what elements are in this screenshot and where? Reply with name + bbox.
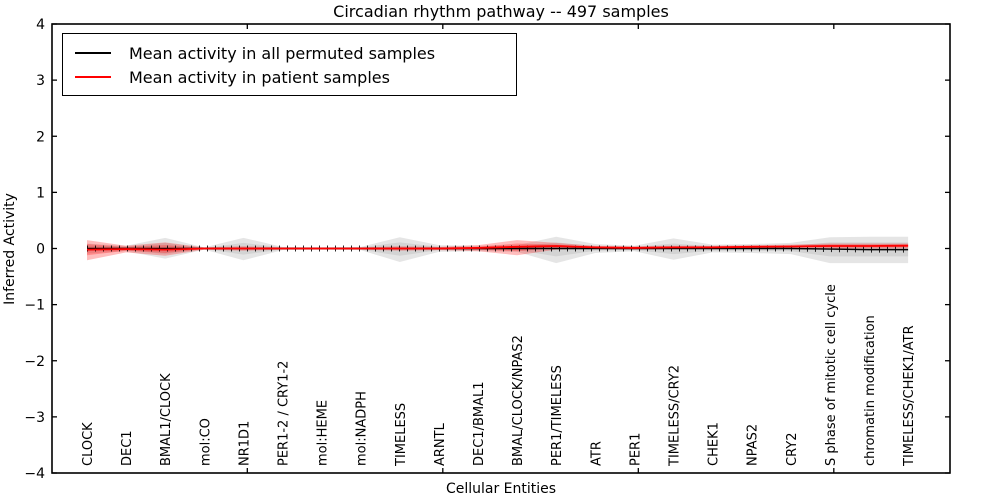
- x-category-label: mol:HEME: [316, 400, 331, 466]
- y-tick-label: 1: [36, 185, 45, 201]
- y-tick-label: −2: [24, 354, 45, 370]
- x-category-label: CHEK1: [707, 422, 722, 466]
- permuted-line-sample: [75, 52, 111, 54]
- x-category-label: TIMELESS/CHEK1/ATR: [902, 325, 917, 467]
- x-category-label: chromatin modification: [863, 315, 878, 466]
- x-category-label: S phase of mitotic cell cycle: [824, 284, 839, 466]
- x-category-label: NR1D1: [237, 421, 252, 466]
- x-category-label: CRY2: [785, 433, 800, 467]
- x-category-label: mol:NADPH: [355, 391, 370, 466]
- x-category-label: BMAL/CLOCK/NPAS2: [511, 335, 526, 466]
- y-tick-label: −3: [24, 410, 45, 426]
- y-tick-label: 4: [36, 17, 45, 33]
- x-category-label: NPAS2: [746, 424, 761, 466]
- legend-entry-patient: Mean activity in patient samples: [73, 65, 506, 89]
- x-category-label: TIMELESS/CRY2: [668, 365, 683, 467]
- x-axis-label: Cellular Entities: [445, 481, 557, 497]
- x-category-label: DEC1/BMAL1: [472, 382, 487, 467]
- x-category-label: TIMELESS: [394, 403, 409, 467]
- patient-spread-inner-band: [87, 243, 909, 256]
- legend-box: Mean activity in all permuted samples Me…: [62, 33, 517, 96]
- legend-label-permuted: Mean activity in all permuted samples: [129, 43, 436, 63]
- y-tick-label: −1: [24, 298, 45, 314]
- y-tick-label: 0: [36, 242, 45, 258]
- x-category-label: BMAL1/CLOCK: [159, 373, 174, 466]
- x-category-label: PER1: [628, 433, 643, 466]
- x-category-label: ARNTL: [433, 422, 448, 466]
- y-axis-label: Inferred Activity: [2, 193, 18, 305]
- y-tick-label: −4: [24, 466, 45, 482]
- x-category-label: DEC1: [120, 430, 135, 466]
- permuted-spread-inner-band: [87, 242, 909, 257]
- y-tick-label: 3: [36, 73, 45, 89]
- x-category-label: PER1/TIMELESS: [550, 365, 565, 466]
- legend-label-patient: Mean activity in patient samples: [129, 67, 390, 87]
- patient-mean-line: [86, 244, 909, 251]
- x-category-label: ATR: [589, 441, 604, 466]
- legend-entry-permuted: Mean activity in all permuted samples: [73, 41, 506, 65]
- patient-line-sample: [75, 76, 111, 78]
- patient-spread-outer-band: [87, 240, 909, 261]
- x-category-label: mol:CO: [198, 418, 213, 466]
- permuted-spread-outer-band: [87, 236, 909, 264]
- x-category-label: CLOCK: [81, 422, 96, 466]
- y-tick-label: 2: [36, 129, 45, 145]
- chart-title: Circadian rhythm pathway -- 497 samples: [333, 2, 669, 21]
- x-category-label: PER1-2 / CRY1-2: [277, 361, 292, 466]
